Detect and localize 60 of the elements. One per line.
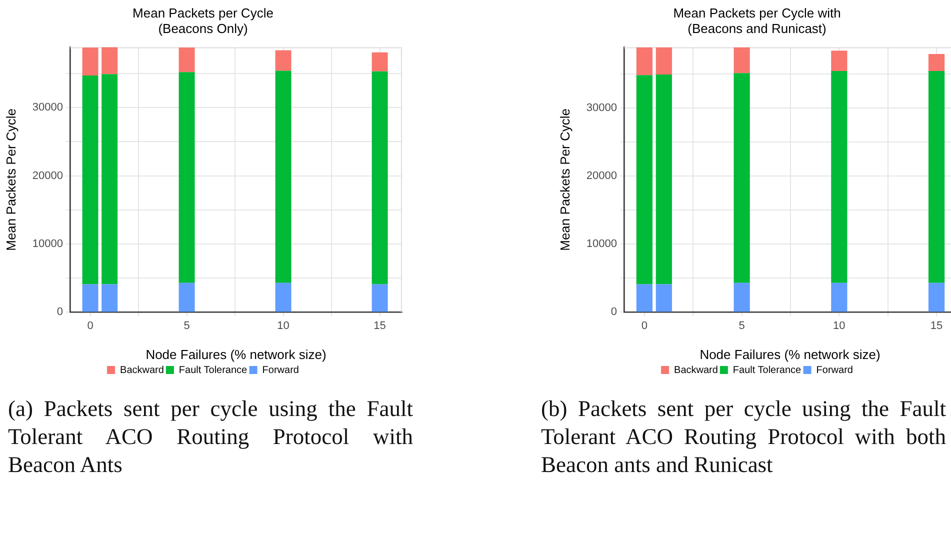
bar xyxy=(831,71,848,283)
chart-title: Mean Packets per Cycle with (Beacons and Runicast) xyxy=(673,5,841,36)
legend-label: Fault Tolerance xyxy=(732,364,802,376)
bar xyxy=(82,48,98,76)
bar xyxy=(636,284,653,312)
bar xyxy=(372,52,388,72)
x-tick-label: 5 xyxy=(738,320,745,332)
bar xyxy=(82,76,98,284)
text: (a) Packets sent per cycle using the Fault Tolerant ACO Routing Protocol with Beacon Ants xyxy=(8,395,413,479)
bar xyxy=(734,47,750,74)
bar xyxy=(82,284,98,312)
x-axis-title: Node Failures (% network size) xyxy=(146,346,326,362)
bar xyxy=(656,47,672,74)
bar xyxy=(178,72,195,283)
bar xyxy=(275,70,292,283)
x-tick-label: 15 xyxy=(374,320,386,332)
x-axis-title: Node Failures (% network size) xyxy=(700,346,880,362)
bar xyxy=(734,282,750,312)
bar xyxy=(275,282,292,312)
legend-label: Backward xyxy=(120,364,164,376)
y-tick-label: 10000 xyxy=(32,238,63,250)
y-tick-label: 0 xyxy=(610,306,617,318)
bar xyxy=(178,282,195,312)
bar xyxy=(372,284,388,312)
bar xyxy=(636,75,653,284)
bar xyxy=(372,71,388,284)
legend-label: Fault Tolerance xyxy=(178,364,248,376)
x-tick-label: 10 xyxy=(277,320,290,332)
x-tick-label: 5 xyxy=(184,320,190,332)
y-tick-label: 30000 xyxy=(32,102,63,114)
bar xyxy=(928,71,945,283)
legend-label: Forward xyxy=(816,364,853,376)
bar xyxy=(831,50,848,72)
bar xyxy=(928,54,945,72)
bar xyxy=(831,282,848,312)
chart-title: Mean Packets per Cycle (Beacons Only) xyxy=(132,5,274,36)
y-tick-label: 0 xyxy=(56,306,63,318)
y-axis-title: Mean Packets Per Cycle xyxy=(3,108,18,251)
x-tick-label: 15 xyxy=(930,320,943,332)
y-axis-title: Mean Packets Per Cycle xyxy=(557,108,572,251)
bar xyxy=(636,47,653,76)
bar xyxy=(928,282,945,312)
bar xyxy=(656,74,672,284)
y-tick-label: 10000 xyxy=(586,238,617,250)
x-tick-label: 0 xyxy=(641,320,648,332)
bar xyxy=(734,73,750,283)
y-tick-label: 20000 xyxy=(32,170,63,182)
legend-label: Forward xyxy=(262,364,299,376)
text: (b) Packets sent per cycle using the Fault Tolerant ACO Routing Protocol with both Beacon ants and Runicast xyxy=(541,395,946,479)
y-tick-label: 30000 xyxy=(586,102,617,114)
x-tick-label: 0 xyxy=(87,320,94,332)
legend-label: Backward xyxy=(674,364,718,376)
bar xyxy=(102,74,118,284)
bar xyxy=(275,50,292,71)
x-tick-label: 10 xyxy=(833,320,846,332)
y-tick-label: 20000 xyxy=(586,170,617,182)
bar xyxy=(178,48,195,72)
bar xyxy=(102,284,118,312)
bar xyxy=(102,47,118,74)
bar xyxy=(656,284,672,312)
